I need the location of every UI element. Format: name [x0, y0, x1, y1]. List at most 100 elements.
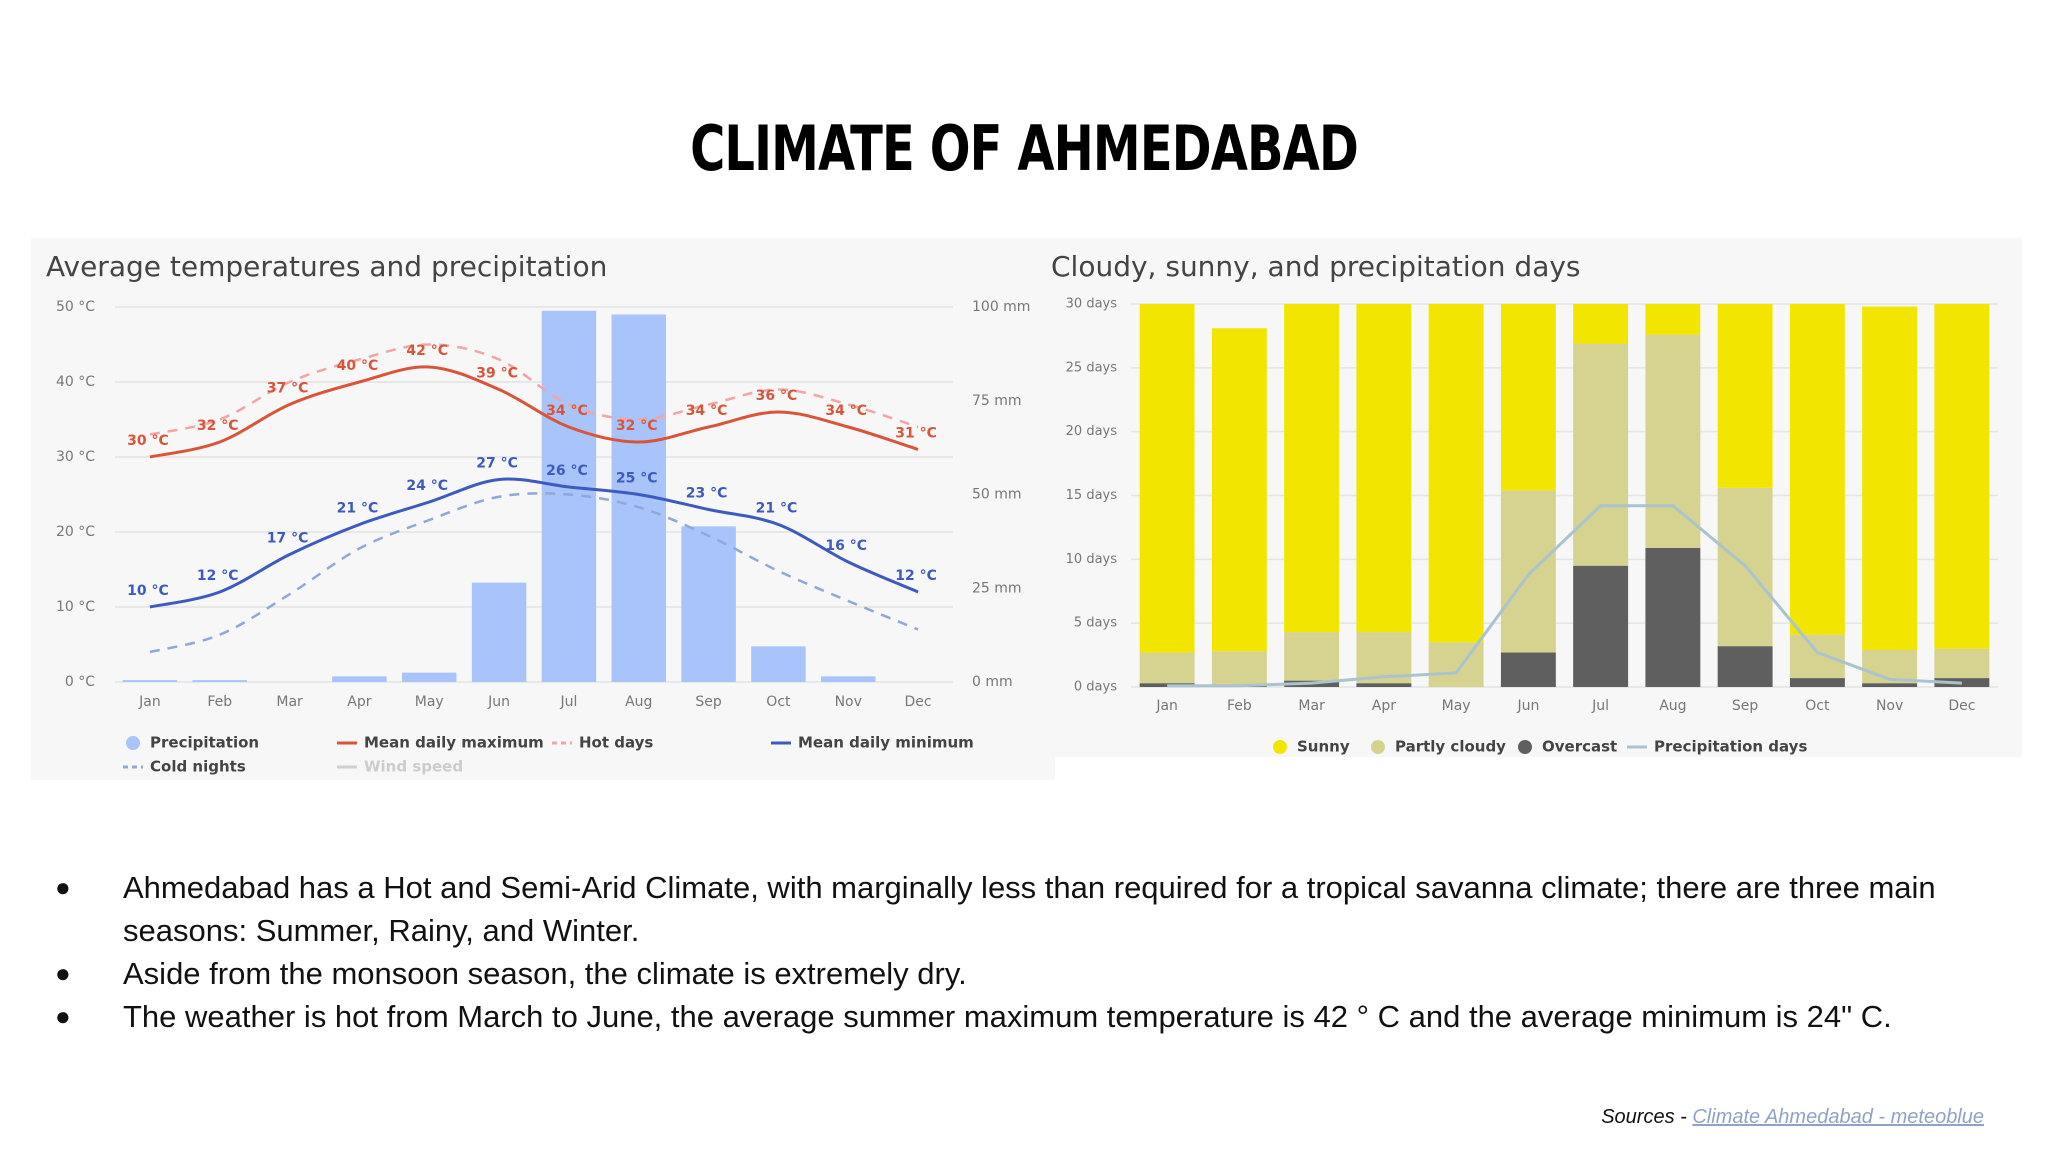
legend-swatch [1273, 740, 1287, 754]
bullet: The weather is hot from March to June, t… [55, 995, 2048, 1038]
x-tick-label: May [1442, 698, 1471, 714]
legend-label: Precipitation days [1654, 738, 1807, 756]
y2-tick-label: 50 mm [972, 487, 1022, 503]
bar-segment [1428, 304, 1484, 643]
legend-label: Wind speed [364, 758, 463, 776]
bar-segment [1573, 343, 1629, 566]
x-tick-label: Oct [1805, 698, 1830, 714]
legend-label: Cold nights [150, 758, 246, 776]
data-label: 34 °C [686, 403, 728, 419]
slide-title: CLIMATE OF AHMEDABAD [690, 112, 1359, 185]
data-label: 39 °C [476, 366, 518, 382]
data-label: 21 °C [756, 501, 798, 517]
x-tick-label: Jul [1591, 698, 1609, 714]
data-label: 16 °C [825, 538, 867, 554]
y2-tick-label: 75 mm [972, 393, 1022, 409]
x-tick-label: Dec [1948, 698, 1975, 714]
data-label: 12 °C [197, 568, 239, 584]
x-tick-label: Aug [1659, 698, 1686, 714]
bar [821, 676, 876, 682]
x-tick-label: Aug [625, 694, 652, 710]
y2-tick-label: 25 mm [972, 580, 1022, 596]
y-tick-label: 30 days [1066, 297, 1118, 312]
data-label: 34 °C [825, 403, 867, 419]
data-label: 32 °C [616, 418, 658, 434]
bar-segment [1139, 652, 1195, 684]
legend-label: Precipitation [150, 734, 259, 752]
chart-title: Cloudy, sunny, and precipitation days [1051, 250, 1581, 283]
bar-segment [1573, 565, 1629, 687]
data-label: 34 °C [546, 403, 588, 419]
y-tick-label: 25 days [1066, 360, 1118, 375]
bar-segment [1862, 649, 1918, 684]
legend-label: Overcast [1542, 738, 1617, 756]
data-label: 27 °C [476, 456, 518, 472]
bar-segment [1573, 304, 1629, 344]
bar-segment [1789, 634, 1845, 679]
bar-segment [1356, 304, 1412, 633]
y-tick-label: 20 days [1066, 424, 1118, 439]
bar-segment [1645, 547, 1701, 687]
y-tick-label: 0 days [1074, 680, 1117, 695]
data-label: 10 °C [127, 583, 169, 599]
legend-swatch [1518, 740, 1532, 754]
data-label: 21 °C [337, 501, 379, 517]
x-tick-label: Sep [695, 694, 722, 710]
legend-label: Sunny [1297, 738, 1350, 756]
data-label: 25 °C [616, 471, 658, 487]
bar-segment [1211, 328, 1267, 652]
bar [471, 582, 527, 682]
data-label: 24 °C [406, 478, 448, 494]
bar-segment [1717, 646, 1773, 687]
x-tick-label: Apr [347, 694, 371, 710]
bar [192, 680, 247, 682]
bar-segment [1500, 304, 1556, 491]
y-tick-label: 40 °C [56, 374, 95, 390]
bar [681, 526, 736, 682]
data-label: 23 °C [686, 486, 728, 502]
bar-segment [1211, 651, 1267, 685]
data-label: 17 °C [267, 531, 309, 547]
x-tick-label: Jun [1516, 698, 1539, 714]
x-tick-label: Sep [1732, 698, 1759, 714]
data-label: 31 °C [895, 426, 937, 442]
bar [122, 680, 178, 682]
y-tick-label: 20 °C [56, 524, 95, 540]
sources-link[interactable]: Climate Ahmedabad - meteoblue [1692, 1106, 1984, 1128]
bar-segment [1139, 304, 1195, 653]
line [1167, 504, 1962, 688]
line [149, 343, 919, 436]
bar-segment [1645, 304, 1701, 335]
bar [751, 646, 806, 682]
y-tick-label: 0 °C [65, 674, 95, 690]
x-tick-label: May [415, 694, 444, 710]
data-label: 26 °C [546, 463, 588, 479]
x-tick-label: Mar [1298, 698, 1325, 714]
bullet: Aside from the monsoon season, the clima… [55, 952, 2048, 995]
x-tick-label: Jul [559, 694, 577, 710]
y2-tick-label: 0 mm [972, 674, 1013, 690]
line [149, 477, 919, 609]
x-tick-label: Feb [1227, 698, 1252, 714]
x-tick-label: Apr [1372, 698, 1396, 714]
legend-label: Hot days [579, 734, 653, 752]
bar-segment [1500, 652, 1556, 687]
y-tick-label: 15 days [1066, 488, 1118, 503]
legend-swatch [1371, 740, 1385, 754]
y-tick-label: 30 °C [56, 449, 95, 465]
x-tick-label: Nov [835, 694, 862, 710]
bar-segment [1789, 678, 1845, 687]
x-tick-label: Feb [207, 694, 232, 710]
bar-segment [1717, 304, 1773, 488]
sources-prefix: Sources - [1601, 1106, 1687, 1128]
legend-label: Mean daily minimum [798, 734, 974, 752]
bar-segment [1934, 304, 1990, 649]
data-label: 12 °C [895, 568, 937, 584]
data-label: 37 °C [267, 381, 309, 397]
bar-segment [1789, 304, 1845, 635]
bar-segment [1500, 490, 1556, 653]
bar-segment [1356, 683, 1412, 687]
bar-segment [1645, 334, 1701, 548]
